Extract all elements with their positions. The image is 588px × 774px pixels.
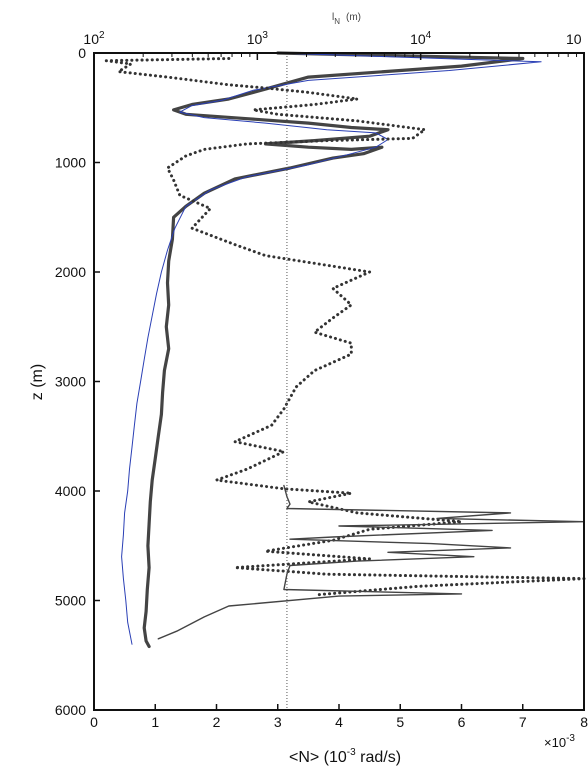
- ticks-layer: 0 1 2 3 4 5 6 7 8 0 1000 2000 3000 4000 5000 6000 102 103…: [55, 30, 588, 730]
- y-tick-label: 2000: [55, 264, 86, 280]
- y-tick-label: 3000: [55, 374, 86, 390]
- plot-frame: [93, 52, 585, 711]
- y-tick-label: 5000: [55, 593, 86, 609]
- top-axis-label: lN (m): [332, 12, 361, 26]
- top-tick-label: 102: [83, 30, 105, 47]
- series-line-3: [104, 57, 586, 597]
- top-tick-label: 103: [247, 30, 269, 47]
- x-tick-label: 0: [90, 714, 98, 730]
- x-tick-label: 3: [274, 714, 282, 730]
- x-tick-label: 6: [458, 714, 466, 730]
- x-tick-label: 4: [335, 714, 343, 730]
- x-tick-label: 5: [396, 714, 404, 730]
- x-axis-label: <N> (10-3 rad/s): [289, 747, 401, 766]
- top-tick-label: 10: [566, 31, 582, 47]
- x-tick-label: 2: [213, 714, 221, 730]
- y-tick-label: 0: [78, 45, 86, 61]
- y-tick-label: 6000: [55, 702, 86, 718]
- x-tick-label: 1: [151, 714, 159, 730]
- series-line-2: [121, 52, 542, 645]
- x-multiplier-label: ×10-3: [544, 733, 575, 750]
- series-layer: [104, 51, 586, 649]
- x-tick-label: 7: [519, 714, 527, 730]
- y-tick-label: 4000: [55, 483, 86, 499]
- series-line-4: [157, 484, 585, 640]
- top-tick-label: 104: [410, 30, 432, 47]
- y-tick-label: 1000: [55, 155, 86, 171]
- y-axis-label: z (m): [29, 364, 46, 400]
- x-tick-label: 8: [580, 714, 588, 730]
